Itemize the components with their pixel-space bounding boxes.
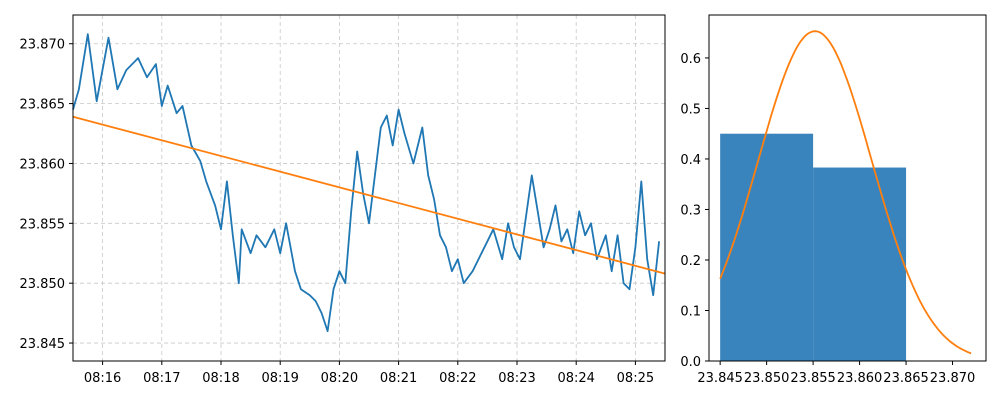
right-x-tick-label: 23.845	[697, 371, 743, 386]
left-y-axis: 23.845 23.850 23.855 23.860 23.865 23.870	[20, 38, 73, 352]
left-x-tick-label: 08:24	[557, 371, 594, 386]
left-series-group	[72, 33, 666, 333]
normal-density-curve	[719, 30, 972, 355]
right-x-axis: 23.845 23.850 23.855 23.860 23.865 23.870	[697, 361, 975, 386]
left-x-tick-label: 08:18	[202, 371, 239, 386]
left-x-tick-label: 08:17	[143, 371, 180, 386]
left-x-axis: 08:16 08:17 08:18 08:19 08:20 08:21 08:22 08:23…	[84, 361, 654, 386]
right-y-tick-label: 0.6	[680, 52, 701, 67]
time-series-chart: 08:16 08:17 08:18 08:19 08:20 08:21 08:22 08:23…	[20, 14, 666, 386]
right-y-axis: 0.0 0.1 0.2 0.3 0.4 0.5 0.6	[680, 52, 709, 370]
left-x-tick-label: 08:22	[439, 371, 476, 386]
right-y-tick-label: 0.0	[680, 355, 701, 370]
right-y-tick-label: 0.4	[680, 153, 701, 168]
histogram-bar	[813, 167, 907, 361]
left-y-tick-label: 23.845	[20, 337, 66, 352]
right-y-tick-label: 0.2	[680, 254, 701, 269]
left-x-tick-label: 08:21	[380, 371, 417, 386]
right-y-tick-label: 0.5	[680, 102, 701, 117]
left-x-tick-label: 08:20	[321, 371, 358, 386]
left-plot-frame	[72, 14, 666, 362]
left-y-tick-label: 23.870	[20, 38, 66, 53]
right-x-tick-label: 23.870	[930, 371, 976, 386]
right-x-tick-label: 23.855	[790, 371, 836, 386]
right-x-tick-label: 23.860	[837, 371, 883, 386]
left-y-tick-label: 23.855	[20, 217, 66, 232]
right-x-tick-label: 23.865	[883, 371, 929, 386]
left-x-tick-label: 08:16	[84, 371, 121, 386]
right-y-tick-label: 0.1	[680, 304, 701, 319]
right-x-tick-label: 23.850	[744, 371, 790, 386]
left-y-tick-label: 23.860	[20, 157, 66, 172]
left-y-tick-label: 23.850	[20, 277, 66, 292]
price-series-line	[72, 33, 660, 333]
density-curve-group	[719, 30, 972, 355]
left-y-tick-label: 23.865	[20, 98, 66, 113]
left-grid	[73, 15, 665, 361]
histogram-bar	[720, 133, 814, 361]
histogram-bars	[720, 133, 907, 361]
left-x-tick-label: 08:25	[617, 371, 654, 386]
right-plot-frame	[708, 14, 987, 362]
left-x-tick-label: 08:19	[261, 371, 298, 386]
trend-line	[72, 115, 666, 275]
histogram-chart: 23.845 23.850 23.855 23.860 23.865 23.870 0.0…	[680, 14, 987, 386]
right-y-tick-label: 0.3	[680, 203, 701, 218]
left-x-tick-label: 08:23	[498, 371, 535, 386]
